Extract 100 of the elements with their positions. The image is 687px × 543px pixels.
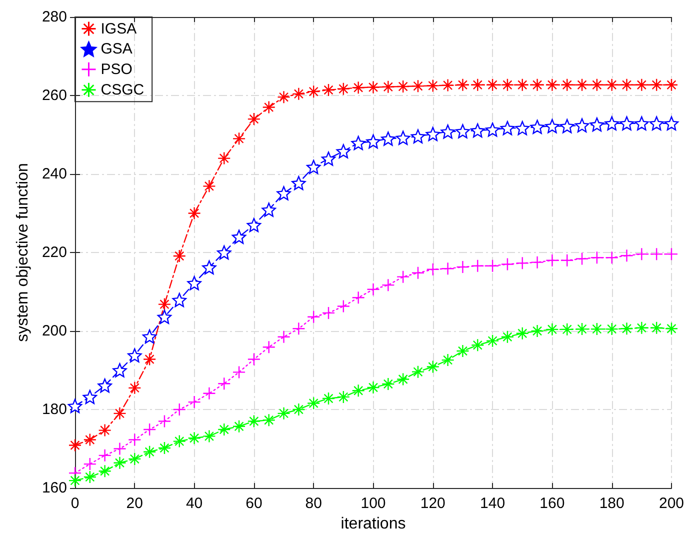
point [620,322,634,336]
x-tick-label: 180 [599,495,624,512]
point [158,298,172,311]
point [590,322,604,336]
x-tick-label: 120 [420,495,446,512]
point [336,390,350,404]
point [246,218,262,232]
point [411,266,425,280]
point [142,352,156,366]
point [664,116,679,130]
point [113,456,126,470]
y-tick-label: 160 [42,480,67,496]
point [158,441,172,455]
point [382,377,395,391]
point [128,381,142,395]
point [545,119,560,134]
point [277,406,290,420]
point [247,414,261,428]
point [516,78,529,92]
point [486,259,500,272]
point [292,176,306,190]
point [262,414,276,427]
legend-label: IGSA [100,20,137,38]
point [128,452,142,466]
point [322,306,336,320]
point [68,438,82,452]
point [292,322,306,336]
point [664,78,678,92]
point [112,363,127,378]
point [172,292,186,308]
point [232,132,246,146]
point [98,464,112,478]
point [352,81,365,94]
point [336,144,351,158]
point [172,434,186,448]
point [292,402,306,416]
point [456,344,470,358]
point [351,136,366,150]
point [188,432,201,445]
point [530,78,544,92]
point [500,330,514,344]
point [574,118,590,132]
point [262,340,276,354]
point [336,82,350,96]
point [366,134,380,149]
legend-label: PSO [100,60,132,78]
y-tick-label: 260 [42,87,67,104]
y-tick-label: 240 [42,166,67,182]
point [396,372,410,386]
point [276,186,291,200]
point [530,120,544,134]
point [604,116,619,130]
point [306,84,320,98]
x-tick-label: 0 [70,495,80,512]
point [262,100,276,114]
point [142,329,157,344]
point [321,152,336,166]
point [500,78,514,92]
point [650,247,664,261]
point [620,78,634,92]
point [396,270,410,284]
point [426,360,440,374]
x-tick-label: 140 [480,495,506,512]
point [157,310,172,324]
point [411,79,425,93]
y-tick-label: 220 [42,244,67,261]
point [188,395,201,409]
point [605,322,618,336]
point [218,422,231,436]
legend-label: CSGC [100,81,144,98]
point [500,258,514,271]
point [516,256,529,270]
point [188,206,201,220]
point [530,324,544,338]
point [217,245,232,260]
point [634,116,649,130]
x-tick-label: 40 [186,495,203,512]
point [575,322,589,336]
point [560,322,574,336]
point [218,376,231,390]
point [366,282,380,296]
point [322,83,336,97]
point [440,124,455,139]
point [441,262,454,276]
point [471,78,484,92]
point [575,78,589,92]
point [546,322,559,336]
point [366,380,380,394]
x-tick-label: 200 [658,495,684,512]
point [546,78,559,92]
point [142,445,156,458]
point [605,78,618,92]
x-tick-label: 20 [126,495,143,512]
point [664,322,678,336]
point [605,251,618,264]
point [441,353,454,367]
point [426,126,440,142]
point [530,256,544,269]
point [456,78,470,92]
point [82,390,98,404]
